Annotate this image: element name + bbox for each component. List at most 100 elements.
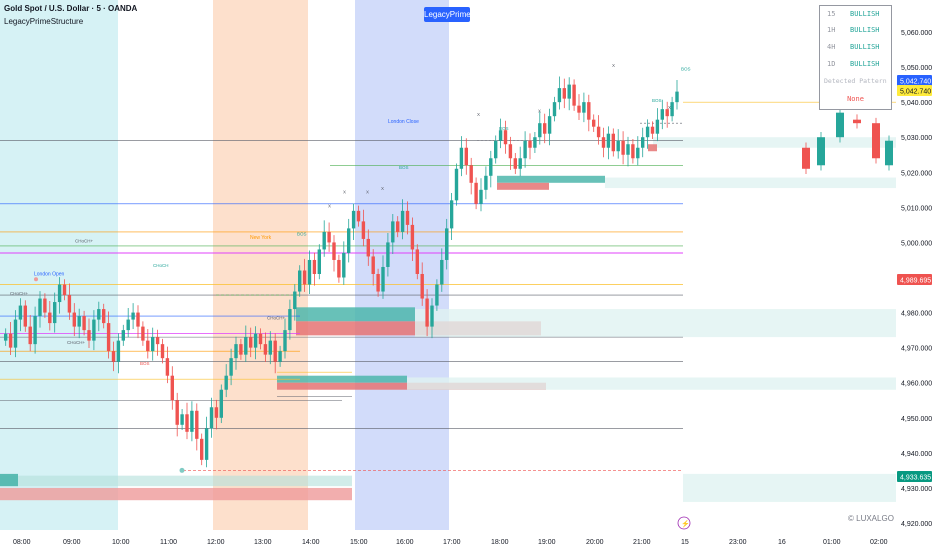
candle-body xyxy=(268,340,272,355)
candle-body xyxy=(351,210,356,229)
trend-status: BULLISH xyxy=(850,60,880,68)
candle-body xyxy=(258,333,263,345)
pattern-label: Detected Pattern xyxy=(824,77,887,85)
candle-body xyxy=(650,126,655,134)
candle-body xyxy=(204,428,209,460)
x-tick-label: 11:00 xyxy=(160,539,177,546)
candle-body xyxy=(293,291,297,310)
candle-body xyxy=(547,116,552,134)
candle-body xyxy=(219,389,223,418)
candle-body xyxy=(631,144,635,159)
candle-body xyxy=(33,316,37,345)
candle-body xyxy=(175,400,179,425)
price-tag-label: 5,042.740 xyxy=(900,79,931,86)
candle-body xyxy=(332,242,336,260)
x-tick-label: 23:00 xyxy=(729,539,747,546)
candle-body xyxy=(87,330,91,341)
candle-body xyxy=(479,189,483,204)
candle-body xyxy=(146,340,150,352)
candle-body xyxy=(400,210,405,232)
candle-body xyxy=(386,242,390,267)
candle-body xyxy=(469,165,473,183)
indicator-name[interactable]: LegacyPrimeStructure xyxy=(4,17,84,26)
y-tick-label: 5,050.000 xyxy=(901,65,932,72)
trend-row: 15 BULLISH xyxy=(820,6,891,22)
y-tick-label: 4,930.000 xyxy=(901,486,932,493)
candle-body xyxy=(160,344,165,359)
candle-body xyxy=(126,319,130,331)
candle-body xyxy=(185,414,189,432)
session-band-london-close xyxy=(355,0,449,530)
x-tick-label: 20:00 xyxy=(586,539,604,546)
candle-body xyxy=(111,351,116,362)
candle-body xyxy=(513,158,517,169)
candle-body xyxy=(675,91,679,103)
candle-body xyxy=(18,305,23,320)
candle-body xyxy=(170,375,174,401)
order-block-zone xyxy=(683,473,896,502)
candle-body xyxy=(587,102,591,120)
price-tag xyxy=(897,471,932,482)
candle-body xyxy=(116,340,121,362)
candle-body xyxy=(195,410,199,439)
candle-body xyxy=(508,144,513,159)
structure-label: BOS xyxy=(297,231,307,236)
candle-body xyxy=(621,140,625,155)
candle-body xyxy=(57,284,62,303)
structure-label: X xyxy=(538,109,541,114)
session-label: London Close xyxy=(388,119,419,125)
pattern-value-row: None xyxy=(820,91,891,107)
candle-body xyxy=(298,270,302,292)
candle-body xyxy=(543,123,547,134)
candle-body xyxy=(322,231,326,250)
order-block-zone xyxy=(497,175,605,183)
candle-body xyxy=(4,333,8,341)
candle-body xyxy=(229,358,233,376)
candle-body xyxy=(601,137,606,148)
candle-body xyxy=(655,119,660,134)
structure-label: BOS xyxy=(681,67,691,72)
price-tag xyxy=(897,85,932,96)
candle-body xyxy=(224,375,228,390)
session-band-new-york xyxy=(213,0,308,530)
candle-body xyxy=(244,337,248,355)
y-tick-label: 5,040.000 xyxy=(901,100,932,107)
x-tick-label: 09:00 xyxy=(63,539,81,546)
candle-body xyxy=(440,259,444,285)
session-label: London Open xyxy=(34,272,65,278)
pattern-value: None xyxy=(847,95,864,103)
candle-body xyxy=(853,119,861,124)
lightning-icon xyxy=(677,516,691,530)
candle-body xyxy=(430,305,434,327)
candle-body xyxy=(77,316,81,327)
candle-body xyxy=(670,102,674,117)
candle-body xyxy=(538,123,542,138)
order-block-zone xyxy=(296,307,415,322)
trend-status: BULLISH xyxy=(850,10,880,18)
candle-body xyxy=(327,231,331,243)
trend-row: 1D BULLISH xyxy=(820,56,891,72)
candle-body xyxy=(567,84,571,99)
candle-body xyxy=(596,126,601,138)
candle-body xyxy=(802,147,810,169)
candle-body xyxy=(273,340,277,362)
y-tick-label: 5,020.000 xyxy=(901,170,932,177)
order-block-zone xyxy=(0,487,352,501)
price-tag-label: 5,042.740 xyxy=(900,89,931,96)
y-tick-label: 4,960.000 xyxy=(901,381,932,388)
x-tick-label: 15 xyxy=(681,539,689,546)
price-tag-label: 4,989.695 xyxy=(900,278,931,285)
candle-body xyxy=(523,140,527,159)
structure-label: X xyxy=(366,189,369,194)
candle-body xyxy=(214,407,219,418)
candle-body xyxy=(28,326,32,345)
candle-body xyxy=(872,123,880,159)
structure-label: X xyxy=(668,105,671,110)
candle-body xyxy=(239,344,243,355)
structure-label: X xyxy=(328,203,331,208)
x-tick-label: 19:00 xyxy=(538,539,556,546)
candle-body xyxy=(405,210,410,225)
y-tick-label: 5,030.000 xyxy=(901,135,932,142)
timeframe-label: 15 xyxy=(827,10,836,18)
